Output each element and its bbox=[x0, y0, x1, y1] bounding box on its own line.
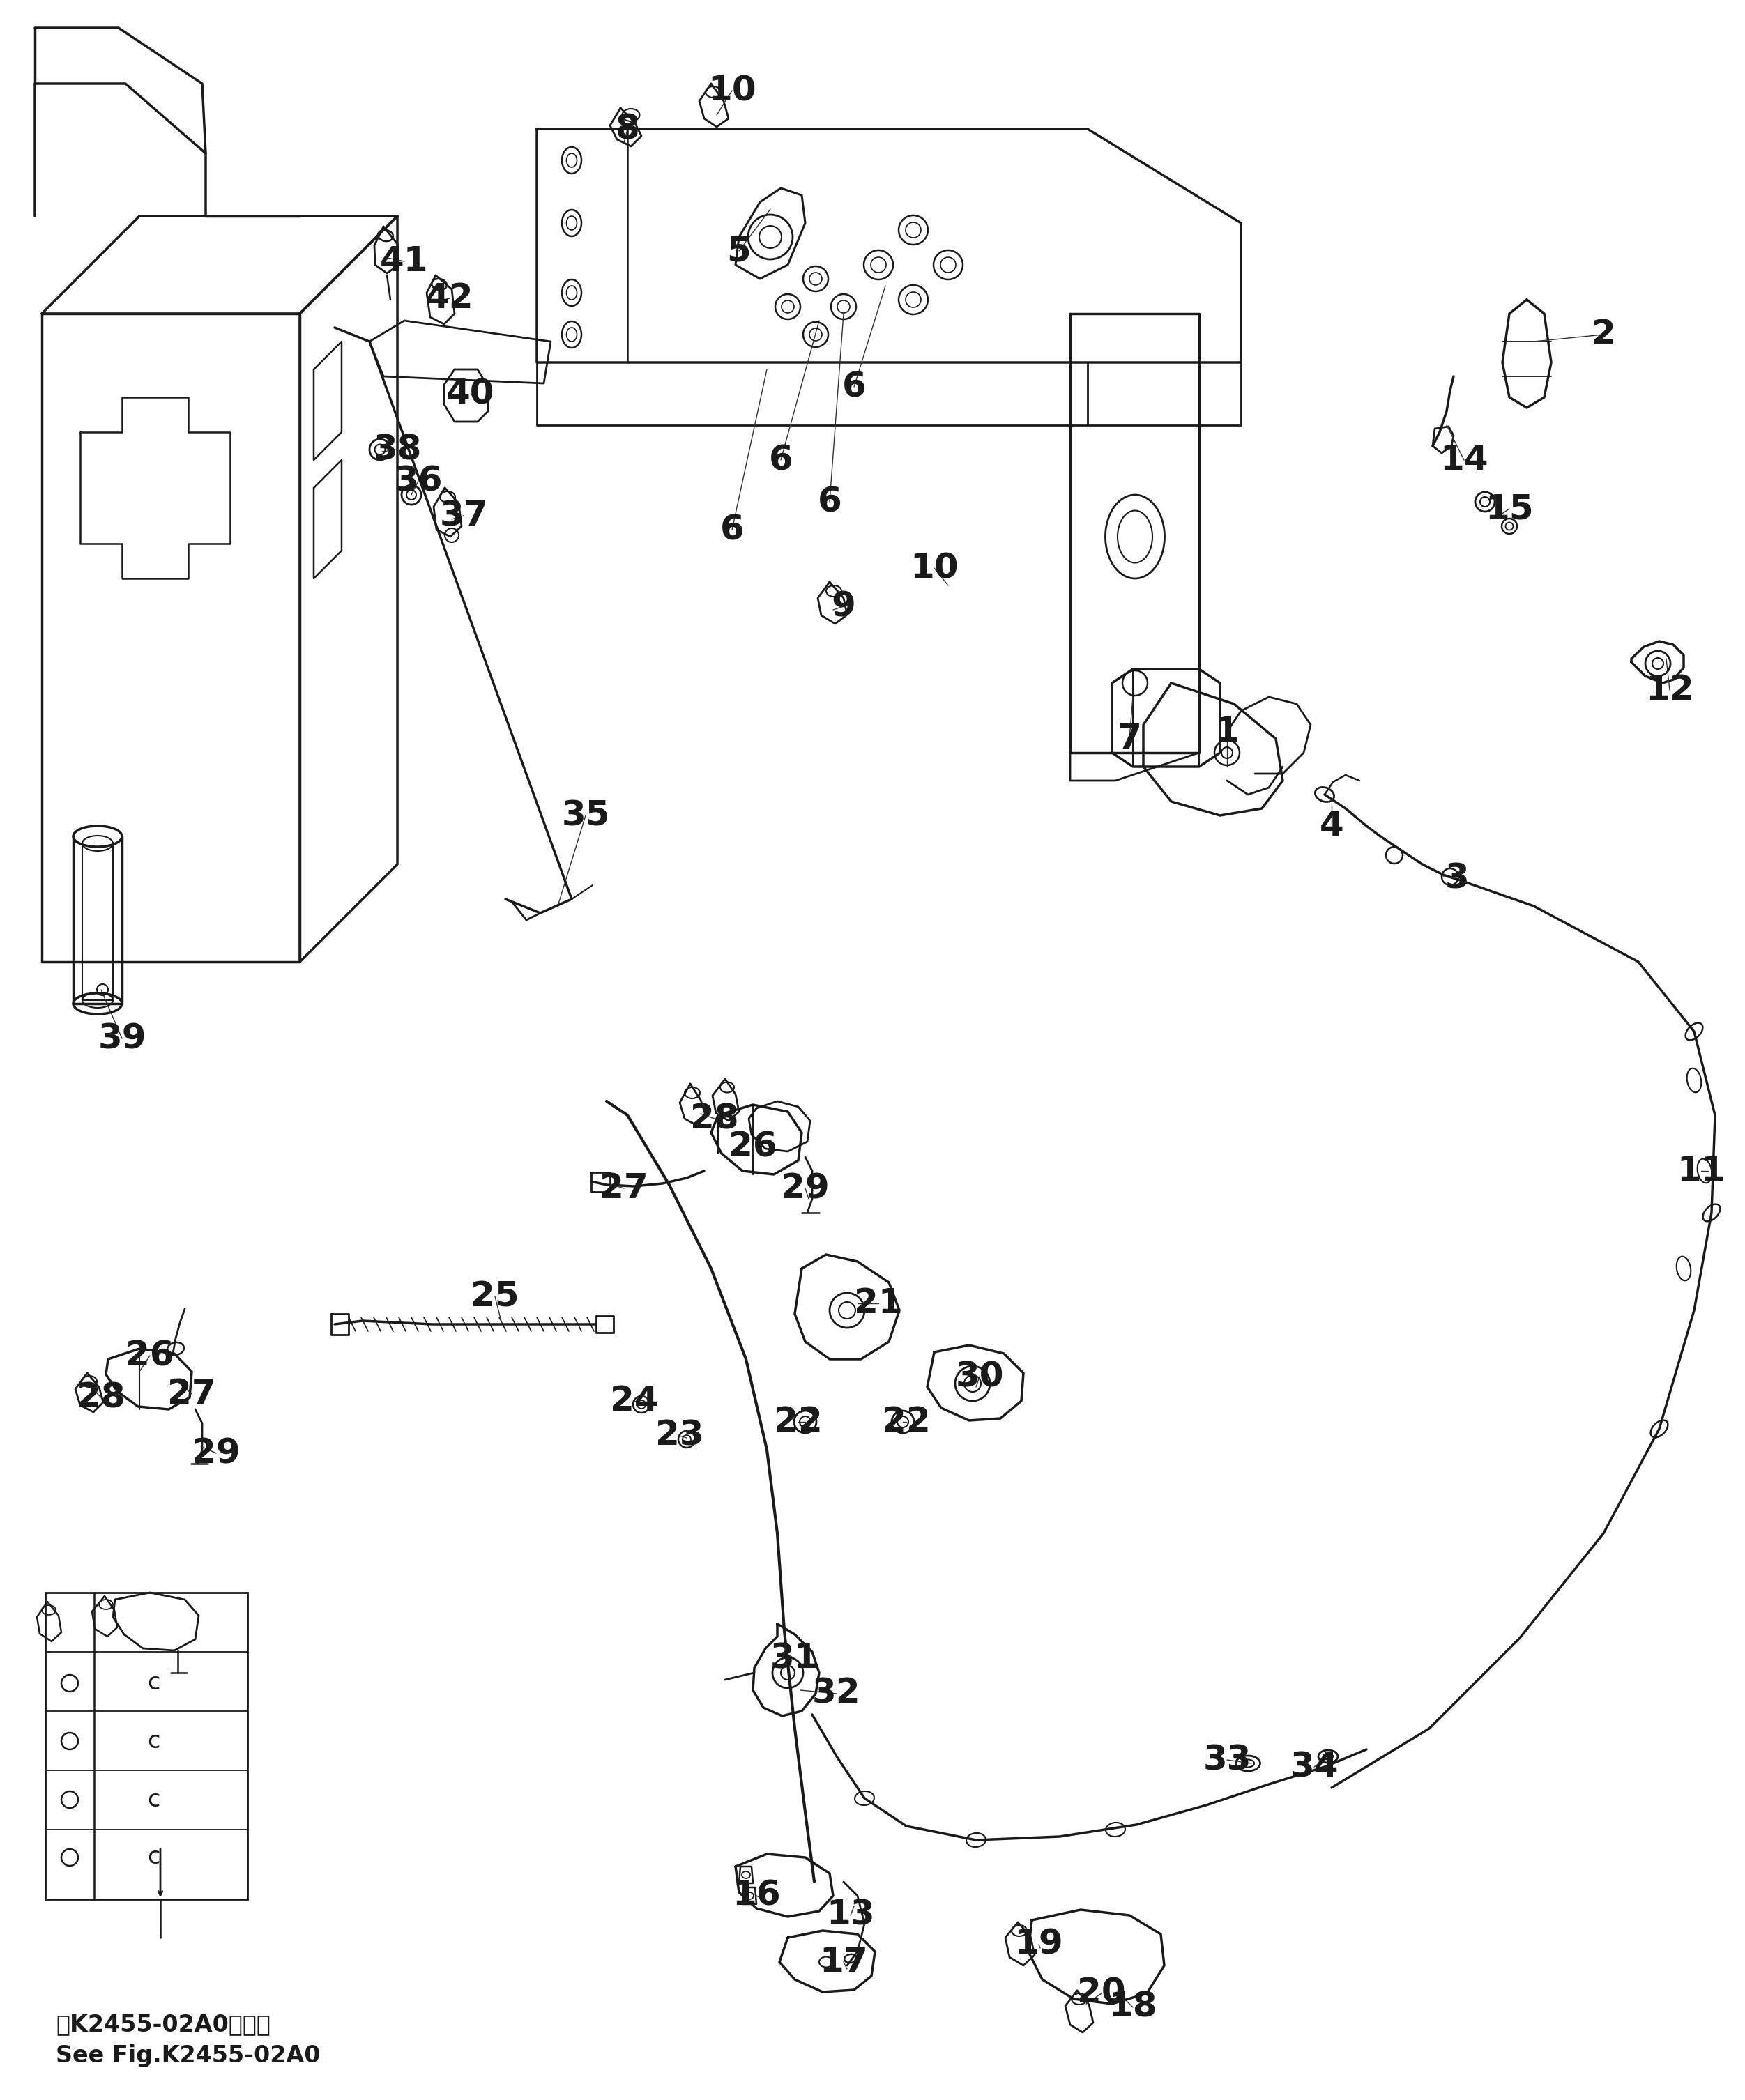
Text: 19: 19 bbox=[1014, 1928, 1063, 1961]
Text: 15: 15 bbox=[1485, 491, 1534, 525]
Text: 24: 24 bbox=[611, 1384, 658, 1418]
Text: 27: 27 bbox=[168, 1378, 216, 1411]
Text: 23: 23 bbox=[656, 1420, 703, 1453]
Text: 42: 42 bbox=[426, 281, 475, 315]
Text: 16: 16 bbox=[733, 1880, 780, 1913]
Text: 10: 10 bbox=[708, 74, 756, 107]
Text: 8: 8 bbox=[616, 111, 640, 145]
Text: 32: 32 bbox=[813, 1678, 860, 1709]
Text: c: c bbox=[147, 1846, 161, 1869]
Text: 29: 29 bbox=[782, 1172, 829, 1205]
Text: 2: 2 bbox=[1591, 317, 1616, 351]
Text: 9: 9 bbox=[831, 590, 855, 624]
Text: 34: 34 bbox=[1290, 1749, 1338, 1783]
Text: 第K2455-02A0図参照: 第K2455-02A0図参照 bbox=[56, 2014, 270, 2037]
Text: 40: 40 bbox=[447, 378, 496, 410]
Text: 20: 20 bbox=[1077, 1976, 1126, 2010]
Text: 35: 35 bbox=[562, 798, 609, 832]
Text: 31: 31 bbox=[771, 1642, 818, 1676]
Text: 36: 36 bbox=[394, 464, 443, 498]
Text: 21: 21 bbox=[853, 1287, 902, 1321]
Bar bbox=[45, 1592, 248, 1898]
Text: 6: 6 bbox=[770, 443, 792, 477]
Text: 22: 22 bbox=[881, 1405, 930, 1439]
Text: 29: 29 bbox=[192, 1436, 241, 1470]
Text: 18: 18 bbox=[1108, 1991, 1157, 2024]
Text: 6: 6 bbox=[721, 512, 743, 546]
Text: 7: 7 bbox=[1117, 722, 1141, 756]
Text: c: c bbox=[147, 1672, 161, 1695]
Text: 10: 10 bbox=[909, 552, 958, 584]
Text: 39: 39 bbox=[98, 1023, 147, 1054]
Text: 14: 14 bbox=[1440, 443, 1488, 477]
Text: 22: 22 bbox=[775, 1405, 822, 1439]
Text: 1: 1 bbox=[1215, 716, 1239, 748]
Text: 28: 28 bbox=[77, 1380, 126, 1413]
Text: 11: 11 bbox=[1677, 1155, 1726, 1189]
Text: 28: 28 bbox=[691, 1102, 738, 1136]
Text: 6: 6 bbox=[841, 370, 866, 403]
Text: 4: 4 bbox=[1319, 809, 1344, 842]
Text: 6: 6 bbox=[817, 485, 841, 519]
Text: c: c bbox=[147, 1730, 161, 1754]
Text: 5: 5 bbox=[728, 235, 750, 267]
Text: 33: 33 bbox=[1202, 1743, 1251, 1777]
Text: 17: 17 bbox=[818, 1945, 867, 1978]
Text: See Fig.K2455-02A0: See Fig.K2455-02A0 bbox=[56, 2045, 321, 2068]
Text: 26: 26 bbox=[729, 1130, 777, 1163]
Text: 37: 37 bbox=[440, 500, 489, 533]
Text: 38: 38 bbox=[373, 433, 422, 466]
Text: c: c bbox=[147, 1787, 161, 1810]
Text: 41: 41 bbox=[380, 244, 429, 277]
Text: 27: 27 bbox=[600, 1172, 649, 1205]
Text: 13: 13 bbox=[827, 1898, 874, 1932]
Text: 30: 30 bbox=[955, 1361, 1003, 1392]
Text: 12: 12 bbox=[1646, 674, 1694, 708]
Text: 26: 26 bbox=[126, 1340, 174, 1373]
Text: 25: 25 bbox=[471, 1279, 520, 1312]
Text: 3: 3 bbox=[1445, 861, 1469, 895]
